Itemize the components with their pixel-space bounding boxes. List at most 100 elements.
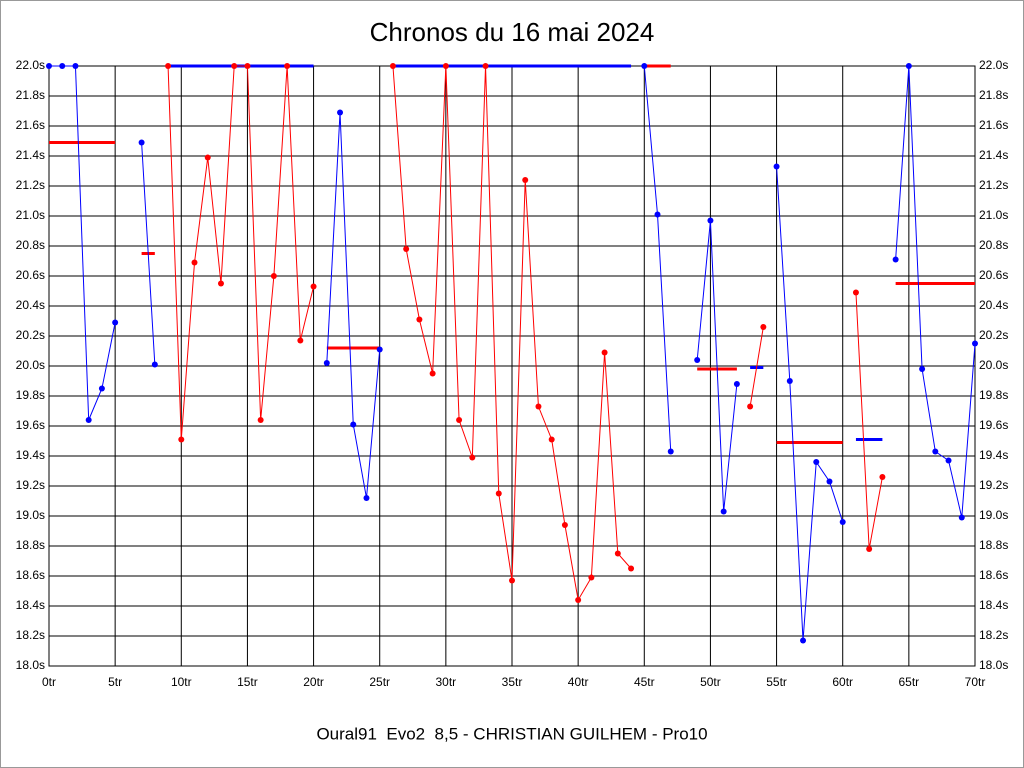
- y-tick-label: 18.8s: [16, 538, 45, 552]
- point: [376, 346, 383, 353]
- y2-tick-label: 19.2s: [979, 478, 1008, 492]
- point: [919, 366, 926, 372]
- y2-tick-label: 18.2s: [979, 628, 1008, 642]
- point: [270, 273, 277, 279]
- y2-tick-label: 21.6s: [979, 118, 1008, 132]
- y2-tick-label: 20.4s: [979, 298, 1008, 312]
- point: [667, 448, 674, 455]
- y-tick-label: 19.0s: [16, 508, 45, 522]
- x-tick-label: 45tr: [634, 675, 655, 689]
- y2-tick-label: 20.8s: [979, 238, 1008, 252]
- y-tick-label: 21.4s: [16, 148, 45, 162]
- x-tick-label: 60tr: [832, 675, 853, 689]
- chart-title: Chronos du 16 mai 2024: [370, 17, 655, 47]
- x-tick-label: 40tr: [568, 675, 589, 689]
- y-tick-label: 19.6s: [16, 418, 45, 432]
- point: [231, 63, 238, 69]
- point: [892, 256, 899, 263]
- point: [363, 495, 370, 501]
- x-tick-label: 35tr: [502, 675, 523, 689]
- y2-tick-label: 21.4s: [979, 148, 1008, 162]
- point: [641, 63, 648, 69]
- point: [46, 63, 52, 69]
- point: [945, 457, 952, 464]
- point: [932, 448, 939, 455]
- point: [561, 522, 568, 528]
- point: [905, 63, 912, 69]
- y-tick-label: 19.4s: [16, 448, 45, 462]
- point: [509, 577, 515, 584]
- point: [813, 459, 820, 465]
- y-tick-label: 19.8s: [16, 388, 45, 402]
- point: [601, 349, 608, 356]
- point: [244, 63, 251, 69]
- y-tick-label: 18.2s: [16, 628, 45, 642]
- point: [456, 417, 463, 423]
- y2-tick-label: 20.0s: [979, 358, 1008, 372]
- x-tick-label: 10tr: [171, 675, 192, 689]
- point: [866, 546, 873, 552]
- point: [416, 316, 423, 323]
- point: [614, 550, 621, 557]
- point: [786, 378, 793, 384]
- point: [217, 280, 224, 287]
- point: [442, 63, 449, 69]
- y2-tick-label: 21.8s: [979, 88, 1008, 102]
- point: [575, 597, 582, 603]
- x-tick-label: 15tr: [237, 675, 258, 689]
- point: [773, 163, 780, 170]
- x-tick-label: 30tr: [436, 675, 457, 689]
- point: [98, 385, 105, 392]
- point: [654, 211, 661, 218]
- y-tick-label: 20.4s: [16, 298, 45, 312]
- point: [85, 417, 92, 423]
- x-tick-label: 65tr: [899, 675, 920, 689]
- point: [257, 417, 264, 423]
- point: [535, 403, 542, 410]
- y2-tick-label: 19.6s: [979, 418, 1008, 432]
- y-tick-label: 18.6s: [16, 568, 45, 582]
- y2-tick-label: 19.0s: [979, 508, 1008, 522]
- x-tick-label: 0tr: [42, 675, 56, 689]
- y-tick-label: 18.0s: [16, 658, 45, 672]
- y-tick-label: 18.4s: [16, 598, 45, 612]
- point: [284, 63, 291, 69]
- point: [760, 324, 767, 330]
- point: [59, 63, 66, 69]
- point: [958, 514, 965, 521]
- point: [694, 357, 701, 363]
- point: [588, 574, 595, 581]
- point: [165, 63, 172, 69]
- y2-tick-label: 18.8s: [979, 538, 1008, 552]
- y-tick-label: 21.8s: [16, 88, 45, 102]
- point: [389, 63, 396, 69]
- point: [403, 246, 410, 252]
- point: [548, 436, 555, 443]
- y2-tick-label: 18.4s: [979, 598, 1008, 612]
- point: [337, 109, 344, 116]
- y2-tick-label: 21.0s: [979, 208, 1008, 222]
- x-tick-label: 70tr: [965, 675, 986, 689]
- point: [852, 289, 859, 296]
- y-tick-label: 20.2s: [16, 328, 45, 342]
- x-tick-label: 20tr: [303, 675, 324, 689]
- point: [204, 154, 211, 161]
- point: [972, 340, 978, 347]
- point: [826, 478, 833, 485]
- point: [151, 361, 158, 368]
- y2-tick-label: 22.0s: [979, 58, 1008, 72]
- point: [191, 259, 198, 266]
- y2-tick-label: 18.0s: [979, 658, 1008, 672]
- point: [323, 360, 330, 366]
- y-tick-label: 21.2s: [16, 178, 45, 192]
- point: [747, 403, 754, 410]
- point: [495, 490, 502, 497]
- y-tick-label: 21.0s: [16, 208, 45, 222]
- y-tick-label: 20.6s: [16, 268, 45, 282]
- point: [297, 337, 304, 344]
- point: [429, 370, 436, 377]
- point: [72, 63, 79, 69]
- point: [733, 381, 740, 387]
